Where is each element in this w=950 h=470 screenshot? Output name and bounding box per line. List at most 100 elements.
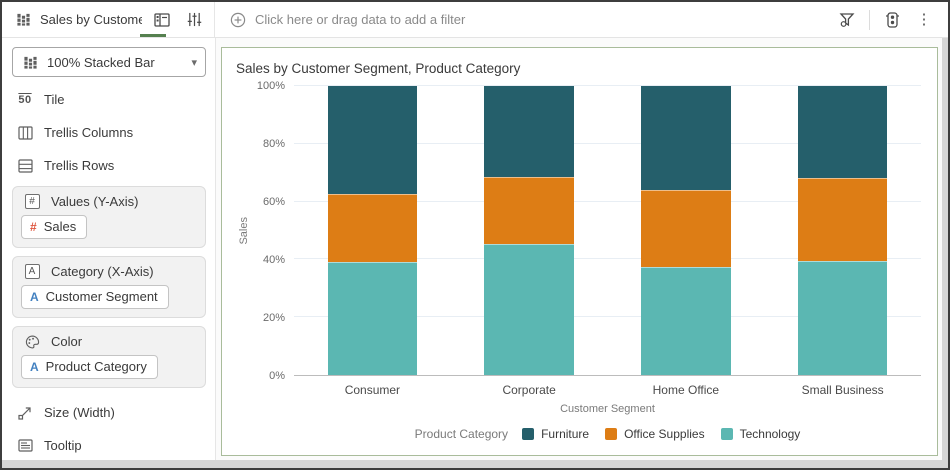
viz-header: Sales by Customer S... [2,2,215,37]
bar-column [764,86,921,375]
visualization-panel[interactable]: Sales by Customer Segment, Product Categ… [221,47,938,456]
y-tick-label: 0% [269,370,285,382]
bar-segment-furniture[interactable] [484,86,574,178]
gridline [294,200,921,202]
field-chip-label: Sales [43,219,77,234]
stacked-bar-small-business[interactable] [797,86,888,375]
bar-segment-technology[interactable] [484,243,574,375]
dropzone-label: Tooltip [44,438,82,453]
legend: Product Category Furniture Office Supplie… [294,415,921,447]
active-tab-indicator [140,34,166,37]
bar-column [294,86,451,375]
properties-panel-tab[interactable] [182,2,206,37]
x-category-label: Small Business [801,383,884,397]
vertical-scrollbar-track[interactable] [942,38,948,460]
dropzone-trellis-rows[interactable]: Trellis Rows [12,149,206,182]
filter-funnel-button[interactable] [833,7,861,33]
legend-items: Furniture Office Supplies Technology [522,427,800,441]
bar-segment-office-supplies[interactable] [327,194,418,263]
dropzone-label: Size (Width) [44,405,115,420]
dropzone-label: Trellis Rows [44,158,115,173]
bar-segment-furniture[interactable] [797,86,888,179]
add-filter-icon [229,12,247,28]
y-tick-label: 20% [262,312,285,324]
y-tick-label: 100% [256,80,285,92]
toolbar-actions: ⋮ [823,2,948,37]
bar-segment-office-supplies[interactable] [484,177,574,244]
dropzone-category-x-axis[interactable]: A Category (X-Axis) A Customer Segment [12,256,206,318]
values-axis-icon: # [23,194,41,209]
y-tick-label: 40% [262,254,285,266]
filter-bar-placeholder: Click here or drag data to add a filter [255,12,466,27]
kebab-icon: ⋮ [916,11,932,28]
stacked-bar-type-icon [21,55,39,70]
bar-segment-technology[interactable] [641,266,731,375]
horizontal-scrollbar-track[interactable] [2,460,948,468]
x-axis-title: Customer Segment [560,403,655,415]
legend-label: Technology [739,427,801,441]
chevron-down-icon: ▾ [191,56,197,69]
x-labels-row: Consumer Corporate Home Office Small Busine… [294,376,921,397]
legend-item-office-supplies[interactable]: Office Supplies [605,427,705,441]
dropzone-label: Tile [44,92,65,107]
chart-type-label: 100% Stacked Bar [47,54,155,70]
gridline [294,142,921,144]
bars-row [294,86,921,375]
dropzone-size-width[interactable]: Size (Width) [12,396,206,429]
y-tick-label: 80% [262,138,285,150]
tooltip-icon [16,439,34,452]
field-chip-label: Product Category [45,359,147,374]
grammar-panel: 100% Stacked Bar ▾ 50 Tile Trellis Colum… [2,38,216,460]
dropzone-color[interactable]: Color A Product Category [12,326,206,388]
y-axis-title: Sales [238,217,250,245]
stacked-bar-corporate[interactable] [484,86,574,375]
dropzone-trellis-columns[interactable]: Trellis Columns [12,116,206,149]
field-chip-product-category[interactable]: A Product Category [21,355,158,379]
color-palette-icon [23,335,41,349]
trellis-rows-icon [16,158,34,173]
dropzone-tooltip[interactable]: Tooltip [12,429,206,460]
legend-item-furniture[interactable]: Furniture [522,427,589,441]
y-tick-labels: 0% 20% 40% 60% 80% 100% [252,80,294,382]
kebab-menu-button[interactable]: ⋮ [910,7,938,33]
legend-swatch [605,428,618,440]
dropzone-tile[interactable]: 50 Tile [12,83,206,116]
tile-icon: 50 [18,93,32,106]
conditional-formatting-button[interactable] [878,7,906,33]
bar-segment-office-supplies[interactable] [641,190,731,267]
gridline [294,85,921,86]
dropzone-values-y-axis[interactable]: # Values (Y-Axis) # Sales [12,186,206,248]
canvas-area: Sales by Customer Segment, Product Categ… [216,38,942,460]
chart-type-dropdown[interactable]: 100% Stacked Bar ▾ [12,47,206,77]
x-category-label: Corporate [502,383,556,397]
field-chip-customer-segment[interactable]: A Customer Segment [21,285,169,309]
bar-segment-furniture[interactable] [327,86,418,195]
stacked-bar-consumer[interactable] [327,86,418,375]
measure-icon: # [30,219,37,234]
chart-body: Sales 0% 20% 40% 60% 80% 100% [236,80,921,382]
bar-segment-technology[interactable] [327,262,418,375]
grammar-panel-tab[interactable] [150,2,174,37]
bar-segment-technology[interactable] [797,260,888,375]
legend-item-technology[interactable]: Technology [720,427,801,441]
bar-segment-office-supplies[interactable] [797,178,888,261]
field-chip-sales[interactable]: # Sales [21,215,88,239]
workspace: 100% Stacked Bar ▾ 50 Tile Trellis Colum… [2,38,948,460]
legend-title: Product Category [414,427,509,441]
stacked-bar-viz-icon [14,12,32,27]
x-category-label: Consumer [344,383,401,397]
bar-column [608,86,765,375]
legend-swatch [720,428,733,440]
top-toolbar: Sales by Customer S... [2,2,948,38]
gridline [294,258,921,260]
stacked-bar-home-office[interactable] [641,86,731,375]
viz-tab-title[interactable]: Sales by Customer S... [40,12,142,27]
filter-bar[interactable]: Click here or drag data to add a filter [215,2,823,37]
attribute-icon: A [30,289,39,304]
bar-segment-furniture[interactable] [641,86,731,191]
dropzone-label: Values (Y-Axis) [51,194,139,209]
y-tick-label: 60% [262,196,285,208]
chart-title: Sales by Customer Segment, Product Categ… [236,61,521,76]
bar-column [451,86,608,375]
